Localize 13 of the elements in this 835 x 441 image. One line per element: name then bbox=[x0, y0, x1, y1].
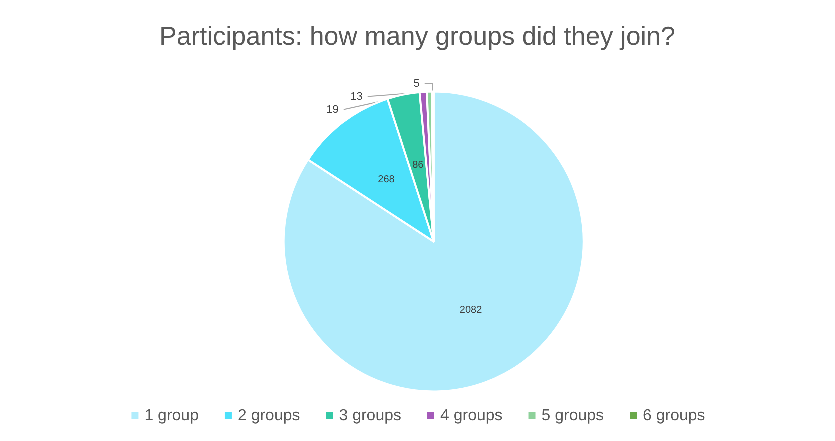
legend-label: 4 groups bbox=[440, 408, 503, 424]
legend-label: 6 groups bbox=[643, 408, 706, 424]
data-label: 268 bbox=[378, 174, 396, 186]
data-label: 86 bbox=[412, 160, 424, 171]
legend-label: 1 group bbox=[144, 408, 200, 424]
legend-label: 5 groups bbox=[542, 408, 604, 424]
legend-label: 2 groups bbox=[238, 408, 300, 424]
data-label: 13 bbox=[350, 90, 363, 103]
data-label: 19 bbox=[326, 104, 339, 116]
chart-title: Participants: how many groups did they join? bbox=[160, 21, 676, 51]
legend-label: 3 groups bbox=[339, 408, 402, 424]
data-label: 2082 bbox=[460, 304, 483, 316]
data-label: 5 bbox=[414, 78, 420, 90]
